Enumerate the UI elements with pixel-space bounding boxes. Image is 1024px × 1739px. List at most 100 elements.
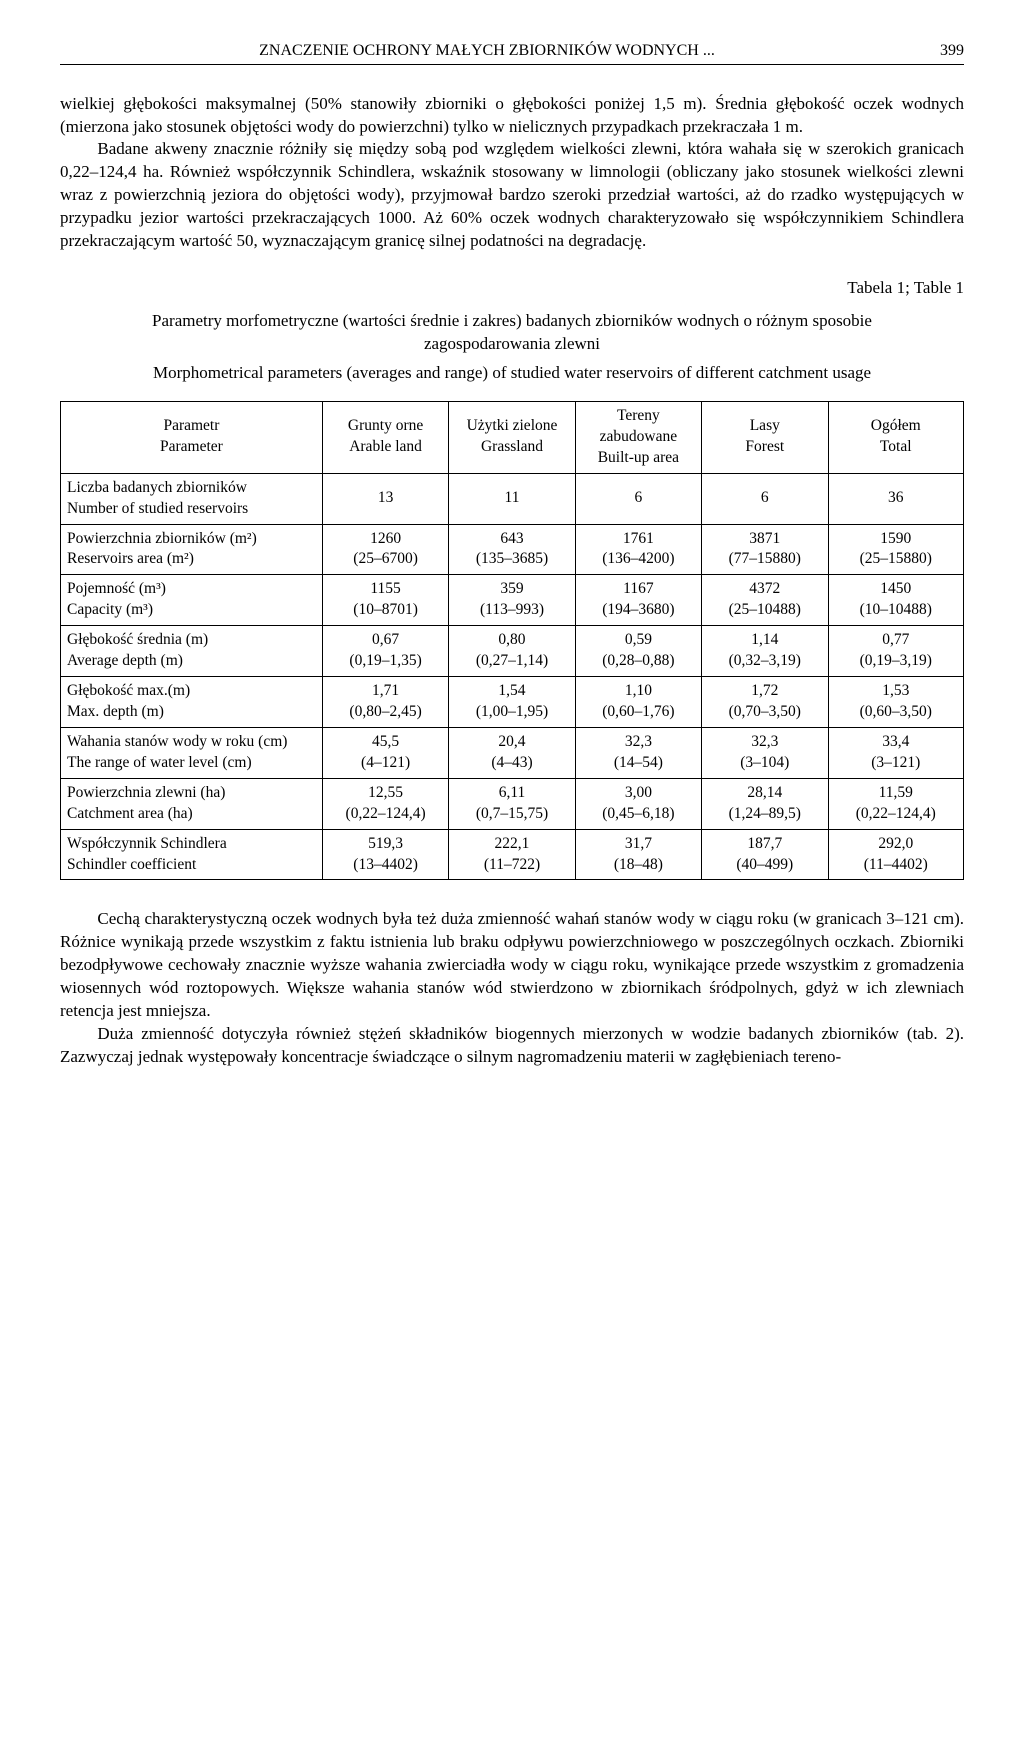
- table-caption-pl: Parametry morfometryczne (wartości średn…: [100, 310, 924, 356]
- row-label-en: Max. depth (m): [67, 702, 316, 723]
- cell-range: (10–10488): [835, 600, 958, 621]
- cell-forest: 3871(77–15880): [702, 524, 828, 575]
- cell-value: 20,4: [455, 732, 568, 753]
- cell-total: 11,59(0,22–124,4): [828, 778, 964, 829]
- cell-value: 187,7: [708, 834, 821, 855]
- cell-total: 0,77(0,19–3,19): [828, 626, 964, 677]
- cell-value: 1,71: [329, 681, 442, 702]
- cell-value: 292,0: [835, 834, 958, 855]
- cell-value: 1155: [329, 579, 442, 600]
- row-label-en: Reservoirs area (m²): [67, 549, 316, 570]
- table-row: Pojemność (m³)Capacity (m³) 1155(10–8701)…: [61, 575, 964, 626]
- cell-range: (0,22–124,4): [835, 804, 958, 825]
- col-header-grassland-pl: Użytki zielone: [455, 416, 568, 437]
- cell-range: (3–121): [835, 753, 958, 774]
- row-label-pl: Głębokość średnia (m): [67, 630, 316, 651]
- cell-value: 0,77: [835, 630, 958, 651]
- cell-arable: 12,55(0,22–124,4): [322, 778, 448, 829]
- col-header-parameter-pl: Parametr: [67, 416, 316, 437]
- table-row: Głębokość max.(m)Max. depth (m)1,71(0,80…: [61, 677, 964, 728]
- running-header: ZNACZENIE OCHRONY MAŁYCH ZBIORNIKÓW WODN…: [60, 40, 964, 65]
- cell-grass: 0,80(0,27–1,14): [449, 626, 575, 677]
- cell-range: (0,60–1,76): [582, 702, 695, 723]
- cell-range: (1,24–89,5): [708, 804, 821, 825]
- cell-range: (0,27–1,14): [455, 651, 568, 672]
- row-label: Powierzchnia zbiorników (m²)Reservoirs a…: [61, 524, 323, 575]
- cell-range: (3–104): [708, 753, 821, 774]
- cell-value: 1,54: [455, 681, 568, 702]
- paragraph-1b: Badane akweny znacznie różniły się międz…: [60, 138, 964, 253]
- cell-forest: 32,3(3–104): [702, 727, 828, 778]
- page-number: 399: [914, 40, 964, 62]
- cell-range: (13–4402): [329, 855, 442, 876]
- cell-value: 28,14: [708, 783, 821, 804]
- paragraph-2: Cechą charakterystyczną oczek wodnych by…: [60, 908, 964, 1023]
- cell-grass: 1,54(1,00–1,95): [449, 677, 575, 728]
- cell-builtup: 0,59(0,28–0,88): [575, 626, 701, 677]
- cell-value: 0,59: [582, 630, 695, 651]
- cell-total: 1,53(0,60–3,50): [828, 677, 964, 728]
- table-label: Tabela 1; Table 1: [60, 277, 964, 300]
- col-header-grassland: Użytki zielone Grassland: [449, 401, 575, 473]
- cell-range: (77–15880): [708, 549, 821, 570]
- cell-total: 292,0(11–4402): [828, 829, 964, 880]
- cell-grass: 222,1(11–722): [449, 829, 575, 880]
- row-label-en: Capacity (m³): [67, 600, 316, 621]
- cell-value: 1,72: [708, 681, 821, 702]
- cell-arable: 13: [322, 473, 448, 524]
- col-header-arable-pl: Grunty orne: [329, 416, 442, 437]
- cell-builtup: 6: [575, 473, 701, 524]
- row-label-pl: Pojemność (m³): [67, 579, 316, 600]
- cell-value: 3,00: [582, 783, 695, 804]
- col-header-total-en: Total: [835, 437, 958, 458]
- cell-value: 359: [455, 579, 568, 600]
- col-header-forest-pl: Lasy: [708, 416, 821, 437]
- cell-range: (40–499): [708, 855, 821, 876]
- cell-range: (113–993): [455, 600, 568, 621]
- row-label-pl: Współczynnik Schindlera: [67, 834, 316, 855]
- table-row: Współczynnik SchindleraSchindler coeffic…: [61, 829, 964, 880]
- cell-value: 0,67: [329, 630, 442, 651]
- row-label: Liczba badanych zbiornikówNumber of stud…: [61, 473, 323, 524]
- col-header-total-pl: Ogółem: [835, 416, 958, 437]
- cell-value: 222,1: [455, 834, 568, 855]
- cell-total: 1450(10–10488): [828, 575, 964, 626]
- cell-arable: 1155(10–8701): [322, 575, 448, 626]
- cell-value: 0,80: [455, 630, 568, 651]
- cell-range: (0,45–6,18): [582, 804, 695, 825]
- row-label: Współczynnik SchindleraSchindler coeffic…: [61, 829, 323, 880]
- row-label-en: Number of studied reservoirs: [67, 499, 316, 520]
- cell-arable: 519,3(13–4402): [322, 829, 448, 880]
- row-label-en: Schindler coefficient: [67, 855, 316, 876]
- paragraph-1a: wielkiej głębokości maksymalnej (50% sta…: [60, 93, 964, 139]
- cell-value: 12,55: [329, 783, 442, 804]
- cell-range: (0,60–3,50): [835, 702, 958, 723]
- col-header-forest-en: Forest: [708, 437, 821, 458]
- cell-arable: 1260(25–6700): [322, 524, 448, 575]
- cell-forest: 28,14(1,24–89,5): [702, 778, 828, 829]
- col-header-total: Ogółem Total: [828, 401, 964, 473]
- cell-total: 1590(25–15880): [828, 524, 964, 575]
- cell-range: (11–722): [455, 855, 568, 876]
- cell-range: (0,32–3,19): [708, 651, 821, 672]
- row-label: Głębokość średnia (m)Average depth (m): [61, 626, 323, 677]
- row-label-pl: Liczba badanych zbiorników: [67, 478, 316, 499]
- cell-value: 643: [455, 529, 568, 550]
- body-text-top: wielkiej głębokości maksymalnej (50% sta…: [60, 93, 964, 254]
- cell-builtup: 3,00(0,45–6,18): [575, 778, 701, 829]
- cell-value: 1450: [835, 579, 958, 600]
- table-row: Powierzchnia zbiorników (m²)Reservoirs a…: [61, 524, 964, 575]
- cell-value: 1590: [835, 529, 958, 550]
- cell-range: (0,19–1,35): [329, 651, 442, 672]
- col-header-forest: Lasy Forest: [702, 401, 828, 473]
- cell-range: (0,80–2,45): [329, 702, 442, 723]
- col-header-grassland-en: Grassland: [455, 437, 568, 458]
- cell-value: 519,3: [329, 834, 442, 855]
- cell-range: (25–15880): [835, 549, 958, 570]
- cell-value: 4372: [708, 579, 821, 600]
- cell-value: 31,7: [582, 834, 695, 855]
- table-caption-en: Morphometrical parameters (averages and …: [100, 362, 924, 385]
- cell-forest: 187,7(40–499): [702, 829, 828, 880]
- cell-value: 1167: [582, 579, 695, 600]
- cell-builtup: 32,3(14–54): [575, 727, 701, 778]
